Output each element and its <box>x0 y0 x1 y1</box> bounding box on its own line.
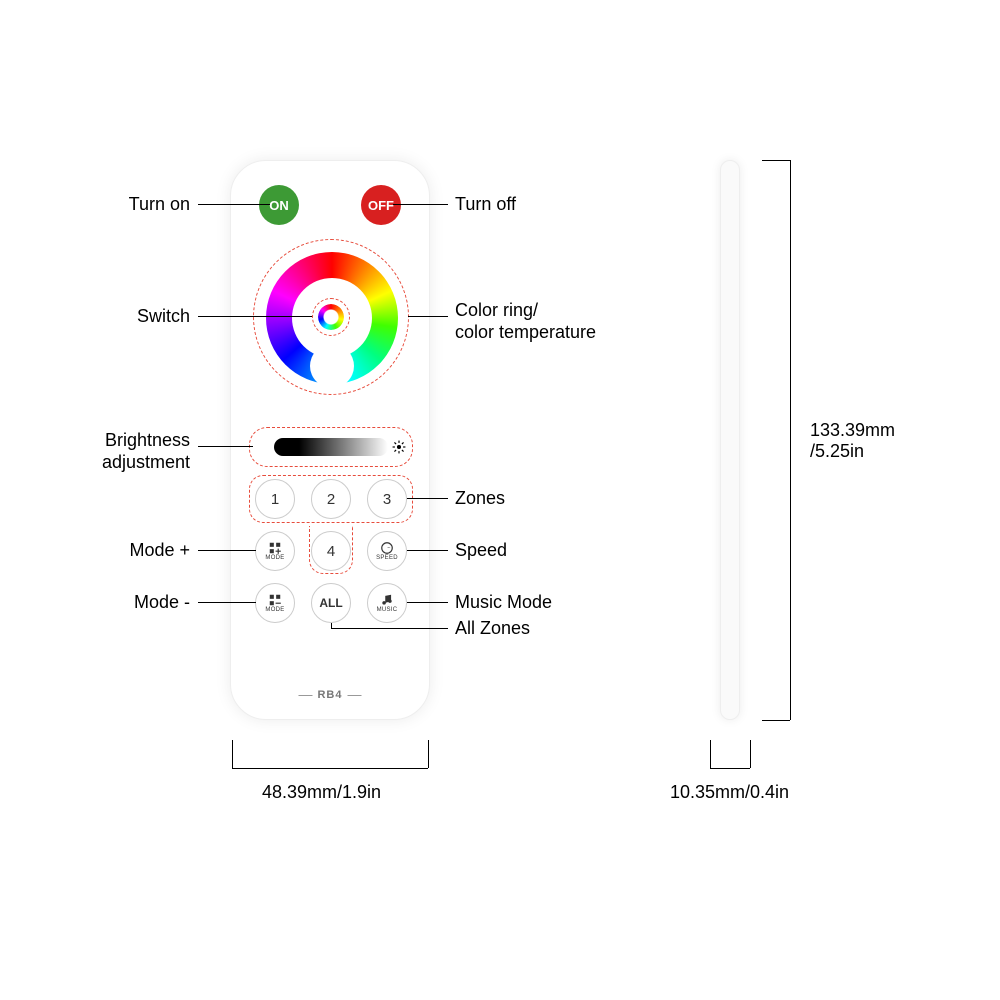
leader-turn-on <box>198 204 270 205</box>
zone-4-button[interactable]: 4 <box>311 531 351 571</box>
all-button[interactable]: ALL <box>311 583 351 623</box>
leader-speed <box>407 550 448 551</box>
leader-brightness <box>198 446 253 447</box>
zone-2-button[interactable]: 2 <box>311 479 351 519</box>
leader-all-zones-v <box>331 623 332 629</box>
leader-turn-off <box>393 204 448 205</box>
leader-switch <box>198 316 313 317</box>
label-turn-on: Turn on <box>110 194 190 216</box>
label-switch: Switch <box>110 306 190 328</box>
leader-mode-minus <box>198 602 256 603</box>
label-color-ring: Color ring/ color temperature <box>455 300 596 343</box>
zone-1-button[interactable]: 1 <box>255 479 295 519</box>
mode-minus-button[interactable]: MODE <box>255 583 295 623</box>
dim-height-cap-b <box>762 720 790 721</box>
refresh-icon <box>318 304 344 330</box>
brightness-bar <box>274 438 388 456</box>
label-all-zones: All Zones <box>455 618 530 640</box>
dim-height-cap-t <box>762 160 790 161</box>
dim-depth-cap-r <box>750 740 751 768</box>
diagram-stage: ON OFF 1 2 3 MODE 4 S <box>0 0 1000 1000</box>
label-speed: Speed <box>455 540 507 562</box>
leader-color-ring <box>408 316 448 317</box>
mode-label-2: MODE <box>265 607 284 613</box>
music-button[interactable]: MUSIC <box>367 583 407 623</box>
music-icon <box>380 593 394 607</box>
mode-plus-button[interactable]: MODE <box>255 531 295 571</box>
switch-button[interactable] <box>312 298 350 336</box>
label-zones: Zones <box>455 488 505 510</box>
dim-width-cap-l <box>232 740 233 768</box>
mode-minus-icon <box>268 593 282 607</box>
speed-button[interactable]: SPEED <box>367 531 407 571</box>
dim-height-bar <box>790 160 791 720</box>
dim-width-cap-r <box>428 740 429 768</box>
brightness-high-icon <box>392 440 406 454</box>
leader-mode-plus <box>198 550 256 551</box>
dim-depth-cap-l <box>710 740 711 768</box>
leader-zones <box>407 498 448 499</box>
speed-icon <box>380 541 394 555</box>
on-button[interactable]: ON <box>259 185 299 225</box>
dim-width-label: 48.39mm/1.9in <box>262 782 381 803</box>
label-mode-plus: Mode + <box>110 540 190 562</box>
model-label: RB4 <box>293 689 366 701</box>
dim-width-bar <box>232 768 428 769</box>
speed-label: SPEED <box>376 555 398 561</box>
leader-music <box>407 602 448 603</box>
brightness-low-icon <box>256 440 270 454</box>
label-brightness: Brightness adjustment <box>70 430 190 473</box>
dim-depth-bar <box>710 768 750 769</box>
brightness-slider[interactable] <box>249 427 413 467</box>
dim-height-label: 133.39mm /5.25in <box>810 420 895 462</box>
dim-depth-label: 10.35mm/0.4in <box>670 782 789 803</box>
mode-label: MODE <box>265 555 284 561</box>
label-music: Music Mode <box>455 592 552 614</box>
label-turn-off: Turn off <box>455 194 516 216</box>
leader-all-zones-h <box>332 628 448 629</box>
color-ring-area[interactable] <box>253 239 409 395</box>
off-button[interactable]: OFF <box>361 185 401 225</box>
remote-side <box>720 160 740 720</box>
remote-front: ON OFF 1 2 3 MODE 4 S <box>230 160 430 720</box>
mode-plus-icon <box>268 541 282 555</box>
music-label: MUSIC <box>377 607 398 613</box>
zone-3-button[interactable]: 3 <box>367 479 407 519</box>
label-mode-minus: Mode - <box>110 592 190 614</box>
